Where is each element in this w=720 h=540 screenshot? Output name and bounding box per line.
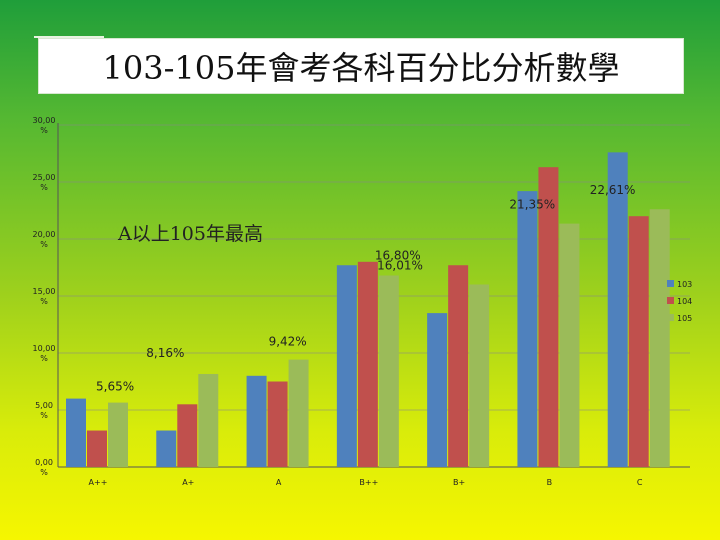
bar-104-A+ xyxy=(177,404,198,467)
x-tick-label: B++ xyxy=(359,478,378,487)
legend-swatch-103 xyxy=(667,280,674,287)
data-label-B: 21,35% xyxy=(509,198,555,212)
bar-104-A xyxy=(267,381,288,467)
bar-105-A++ xyxy=(108,402,128,467)
legend-label-103: 103 xyxy=(677,280,692,289)
y-tick-label: 30,00% xyxy=(33,116,56,135)
y-tick-label: 10,00% xyxy=(33,344,56,363)
y-tick-label: 0,00% xyxy=(35,458,53,477)
bar-105-B+ xyxy=(469,284,490,467)
bar-104-B++ xyxy=(357,261,378,467)
x-tick-label: B+ xyxy=(453,478,465,487)
bar-104-A++ xyxy=(87,430,107,467)
x-tick-label: B xyxy=(547,478,553,487)
bar-105-A xyxy=(288,359,309,467)
data-label-A++: 5,65% xyxy=(96,380,134,394)
y-tick-label: 25,00% xyxy=(33,173,56,192)
bar-103-B xyxy=(517,191,538,467)
bar-104-B xyxy=(538,167,559,467)
title-box: 103-105年會考各科百分比分析數學 xyxy=(38,38,684,94)
y-tick-label: 20,00% xyxy=(33,230,56,249)
annotation-text: A以上105年最高 xyxy=(117,223,263,245)
legend-swatch-105 xyxy=(667,314,674,321)
bar-103-A xyxy=(246,375,267,467)
bar-105-B xyxy=(559,223,580,467)
y-tick-label: 15,00% xyxy=(33,287,56,306)
page-title: 103-105年會考各科百分比分析數學 xyxy=(102,49,620,87)
x-tick-label: A++ xyxy=(89,478,108,487)
title-accent-line xyxy=(34,36,104,46)
data-label-A: 9,42% xyxy=(269,335,307,349)
y-tick-label: 5,00% xyxy=(35,401,53,420)
data-label-B+: 16,01% xyxy=(377,258,423,272)
bar-103-A++ xyxy=(66,398,86,467)
legend-swatch-104 xyxy=(667,297,674,304)
bar-103-B+ xyxy=(427,313,448,467)
bar-103-A+ xyxy=(156,430,177,467)
x-tick-label: C xyxy=(637,478,643,487)
bar-105-A+ xyxy=(198,373,219,467)
x-tick-label: A+ xyxy=(182,478,194,487)
legend-label-104: 104 xyxy=(677,297,692,306)
data-label-A+: 8,16% xyxy=(146,346,184,360)
bar-104-C xyxy=(628,216,649,467)
legend-label-105: 105 xyxy=(677,314,692,323)
bar-105-B++ xyxy=(378,275,399,467)
x-tick-label: A xyxy=(276,478,282,487)
data-label-B++: 16,80% xyxy=(375,248,421,262)
bar-104-B+ xyxy=(448,265,469,467)
data-label-C: 22,61% xyxy=(590,183,636,197)
bar-103-B++ xyxy=(336,265,357,467)
bar-105-C xyxy=(649,209,670,467)
bar-103-C xyxy=(607,152,628,468)
